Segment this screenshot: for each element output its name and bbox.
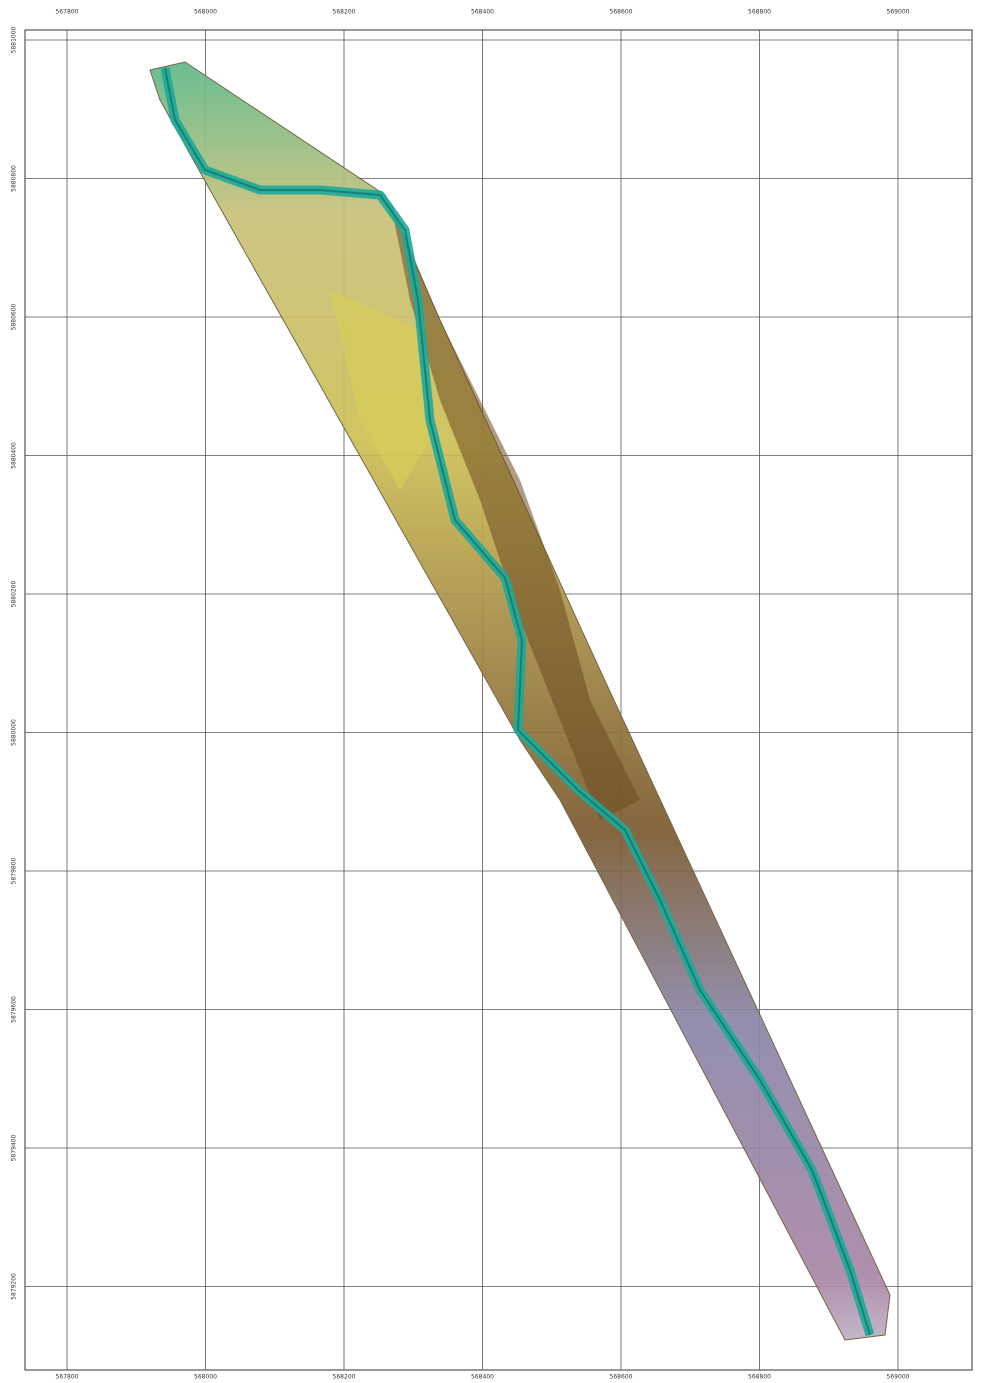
- x-label-top: 568200: [333, 9, 356, 16]
- y-label-left: 5881000: [11, 26, 18, 53]
- x-label-bottom: 569000: [887, 1374, 910, 1381]
- y-label-left: 5880000: [11, 719, 18, 746]
- map: 567800 567800 568000 568000 568200 568200 5684…: [0, 0, 982, 1383]
- y-label-left: 5879200: [11, 1273, 18, 1300]
- y-label-left: 5880200: [11, 580, 18, 607]
- x-label-top: 567800: [56, 9, 79, 16]
- y-label-left: 5879600: [11, 996, 18, 1023]
- y-label-left: 5880600: [11, 303, 18, 330]
- x-label-bottom: 568800: [748, 1374, 771, 1381]
- y-label-left: 5880800: [11, 165, 18, 192]
- x-label-top: 568400: [471, 9, 494, 16]
- x-label-top: 568000: [194, 9, 217, 16]
- y-label-left: 5879800: [11, 857, 18, 884]
- x-label-bottom: 568400: [471, 1374, 494, 1381]
- x-label-top: 569000: [887, 9, 910, 16]
- y-label-left: 5880400: [11, 442, 18, 469]
- x-label-top: 568600: [610, 9, 633, 16]
- y-label-left: 5879400: [11, 1134, 18, 1161]
- x-label-bottom: 568000: [194, 1374, 217, 1381]
- x-label-bottom: 567800: [56, 1374, 79, 1381]
- x-label-top: 568800: [748, 9, 771, 16]
- x-label-bottom: 568200: [333, 1374, 356, 1381]
- x-label-bottom: 568600: [610, 1374, 633, 1381]
